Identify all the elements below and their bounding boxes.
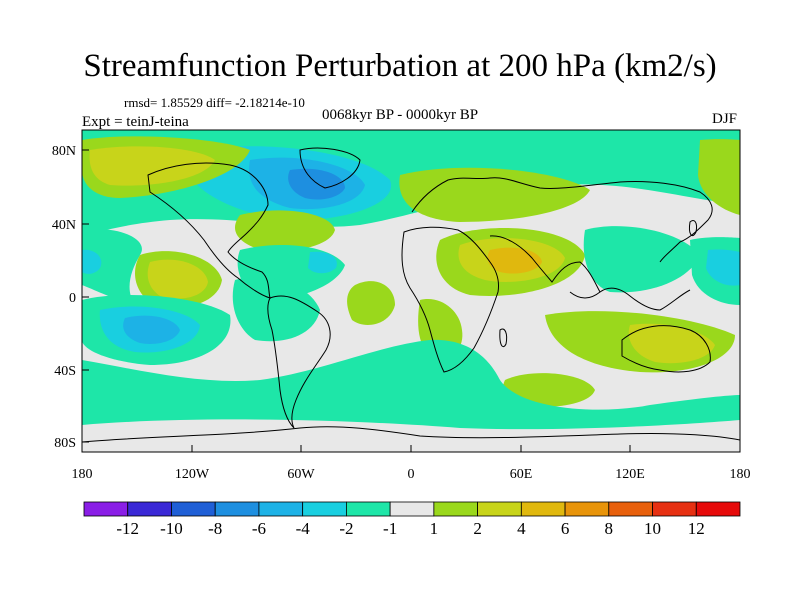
europe-outline — [411, 177, 713, 263]
colorbar-label: -4 — [296, 519, 311, 538]
lon-label-0: 0 — [408, 467, 415, 482]
colorbar-label: -12 — [116, 519, 139, 538]
antarctic-neutral — [82, 419, 740, 452]
madagascar-outline — [499, 328, 508, 348]
west-pacific-negative-core — [706, 249, 740, 286]
period-label: 0068kyr BP - 0000kyr BP — [322, 107, 479, 123]
lon-label-180e: 180 — [730, 467, 751, 482]
colorbar-label: -6 — [252, 519, 266, 538]
tick-marks — [81, 149, 741, 452]
colorbar-label: 2 — [473, 519, 482, 538]
rmsd-diff-stats: rmsd= 1.85529 diff= -2.18214e-10 — [124, 95, 305, 110]
lon-label-60e: 60E — [510, 467, 533, 482]
lat-label-0: 0 — [69, 291, 76, 306]
north-america-outline — [147, 162, 271, 299]
lon-label-120w: 120W — [175, 467, 210, 482]
colorbar-label: 6 — [561, 519, 570, 538]
colorbar-swatch — [345, 501, 391, 517]
experiment-label: Expt = teinJ-teina — [82, 114, 189, 130]
colorbar-swatch — [695, 501, 741, 517]
season-label: DJF — [712, 111, 738, 127]
lon-label-120e: 120E — [615, 467, 645, 482]
south-america-outline — [267, 295, 331, 429]
central-america-negative-core — [308, 251, 337, 274]
colorbar-label: 8 — [605, 519, 614, 538]
colorbar-swatch — [389, 501, 435, 517]
arabia-india-outline — [489, 235, 601, 299]
lat-label-80n: 80N — [52, 144, 76, 159]
colorbar — [83, 501, 741, 517]
colorbar-swatch — [652, 501, 697, 517]
colorbar-swatch — [258, 501, 304, 517]
colorbar-swatch — [171, 501, 216, 517]
colorbar-label: -8 — [208, 519, 222, 538]
eurasia-positive — [399, 167, 590, 222]
indian-ocean-negative — [583, 226, 700, 293]
japan-outline — [689, 219, 697, 237]
tropical-pacific-negative-core — [82, 249, 102, 274]
south-pacific-negative-core — [123, 315, 180, 344]
colorbar-label: -2 — [339, 519, 353, 538]
east-pacific-positive-core — [147, 259, 208, 299]
north-america-positive — [235, 210, 335, 251]
colorbar-label: 12 — [688, 519, 705, 538]
lat-label-80s: 80S — [54, 436, 76, 451]
coastlines — [82, 147, 740, 443]
colorbar-swatch — [477, 501, 522, 517]
field-contours — [82, 130, 740, 452]
colorbar-swatch — [433, 501, 479, 517]
colorbar-label: 4 — [517, 519, 526, 538]
australia-outline — [621, 325, 711, 373]
south-atlantic-positive — [503, 373, 595, 407]
north-atlantic-negative-center — [288, 168, 345, 200]
south-atlantic-negative — [232, 276, 320, 342]
lat-label-40n: 40N — [52, 218, 76, 233]
lon-label-180w: 180 — [72, 467, 93, 482]
colorbar-swatch — [214, 501, 260, 517]
antarctica-outline — [82, 426, 740, 443]
lat-label-40s: 40S — [54, 364, 76, 379]
tropical-pacific-negative — [82, 229, 142, 305]
greenland-outline — [299, 147, 361, 189]
colorbar-swatch — [520, 501, 566, 517]
colorbar-swatch — [83, 501, 129, 517]
colorbar-label: 1 — [430, 519, 439, 538]
lon-label-60w: 60W — [287, 467, 315, 482]
colorbar-swatch — [564, 501, 610, 517]
tropical-atlantic-positive — [347, 281, 395, 325]
colorbar-swatch — [608, 501, 653, 517]
australia-positive-core — [628, 323, 715, 364]
colorbar-label: 10 — [644, 519, 661, 538]
page-title: Streamfunction Perturbation at 200 hPa (… — [83, 48, 717, 84]
colorbar-label: -1 — [383, 519, 397, 538]
colorbar-label: -10 — [160, 519, 183, 538]
africa-outline — [401, 226, 499, 373]
colorbar-labels: -12 -10 -8 -6 -4 -2 -1 1 2 4 6 8 10 12 — [116, 519, 704, 538]
colorbar-swatch — [302, 501, 347, 517]
colorbar-swatch — [127, 501, 172, 517]
southeast-asia-outline — [599, 287, 691, 311]
north-pacific-positive-core — [89, 146, 215, 186]
far-east-positive — [698, 139, 740, 215]
